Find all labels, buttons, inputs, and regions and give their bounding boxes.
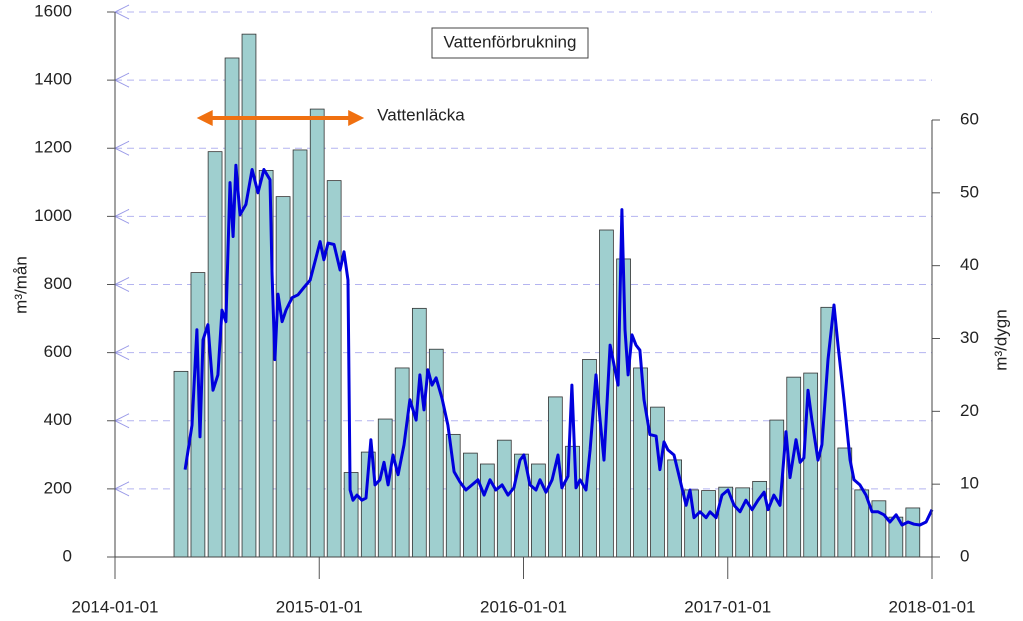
bar — [650, 406, 665, 558]
bar — [309, 108, 325, 558]
bar — [871, 500, 887, 558]
bar — [531, 463, 546, 558]
x-tick-label: 2016-01-01 — [480, 597, 567, 616]
bar — [445, 433, 461, 558]
bar — [701, 490, 716, 558]
y-tick-label: 200 — [44, 478, 72, 497]
y2-axis-label: m³/dygn — [991, 309, 1010, 370]
y-tick-label: 600 — [44, 342, 72, 361]
annotation-text: Vattenläcka — [377, 105, 465, 124]
bar — [905, 507, 921, 558]
bar — [463, 452, 478, 558]
x-tick-label: 2014-01-01 — [72, 597, 159, 616]
bar — [275, 196, 291, 558]
y-tick-label: 1600 — [34, 1, 72, 20]
y-axis-label: m³/mån — [11, 256, 30, 314]
y-tick-label: 1000 — [34, 206, 72, 225]
y2-tick-label: 50 — [960, 182, 979, 201]
y-tick-label: 1400 — [34, 70, 72, 89]
chart-title: Vattenförbrukning — [444, 32, 577, 51]
bar — [633, 367, 648, 558]
y2-tick-label: 20 — [960, 401, 979, 420]
y-tick-label: 0 — [63, 546, 72, 565]
bar — [292, 149, 308, 558]
title-box — [431, 27, 589, 59]
y2-tick-label: 40 — [960, 255, 979, 274]
y-tick-label: 1200 — [34, 138, 72, 157]
y2-tick-label: 10 — [960, 474, 979, 493]
arrow-head — [196, 110, 213, 126]
x-tick-label: 2017-01-01 — [684, 597, 771, 616]
bar — [241, 33, 257, 558]
x-tick-label: 2015-01-01 — [276, 597, 363, 616]
bar — [496, 439, 512, 558]
y-tick-label: 400 — [44, 410, 72, 429]
line — [183, 163, 934, 527]
y2-tick-label: 0 — [960, 546, 969, 565]
y-tick-label: 800 — [44, 274, 72, 293]
bar — [394, 367, 410, 558]
bar — [326, 180, 342, 558]
bar — [479, 463, 495, 558]
y2-tick-label: 60 — [960, 109, 979, 128]
bar — [411, 307, 427, 558]
bar — [377, 418, 393, 558]
x-tick-label: 2018-01-01 — [889, 597, 976, 616]
arrow-head — [348, 110, 365, 126]
y2-tick-label: 30 — [960, 328, 979, 347]
bar — [735, 487, 751, 558]
